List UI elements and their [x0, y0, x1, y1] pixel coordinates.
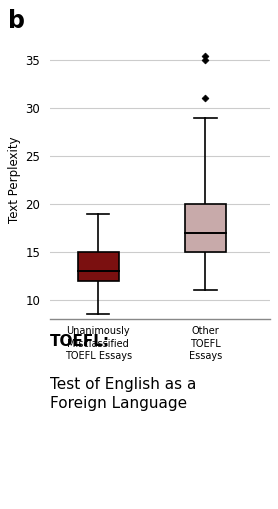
Bar [78, 252, 119, 281]
Text: Test of English as a
Foreign Language: Test of English as a Foreign Language [50, 377, 197, 411]
Y-axis label: Text Perplexity: Text Perplexity [8, 136, 21, 223]
Text: b: b [8, 9, 25, 33]
Bar [185, 204, 226, 252]
Text: TOEFL:: TOEFL: [50, 333, 110, 349]
